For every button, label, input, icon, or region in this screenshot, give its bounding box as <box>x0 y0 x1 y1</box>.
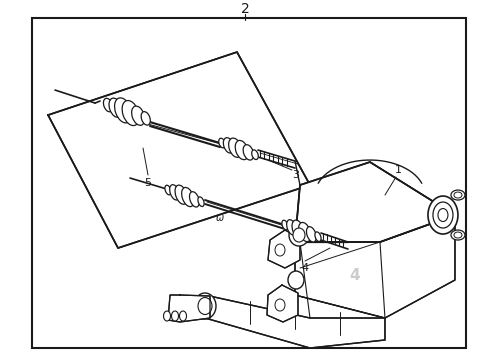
Ellipse shape <box>182 188 194 207</box>
Ellipse shape <box>198 197 204 207</box>
Ellipse shape <box>235 140 248 160</box>
Ellipse shape <box>288 271 304 289</box>
Text: ω: ω <box>216 213 224 223</box>
Ellipse shape <box>282 220 288 230</box>
Ellipse shape <box>275 299 285 311</box>
Ellipse shape <box>219 138 225 148</box>
Ellipse shape <box>428 196 458 234</box>
Polygon shape <box>268 230 300 268</box>
Polygon shape <box>295 162 455 242</box>
Polygon shape <box>267 285 298 322</box>
Ellipse shape <box>438 208 448 221</box>
Ellipse shape <box>223 138 234 153</box>
Text: 4: 4 <box>301 263 309 273</box>
Text: 4: 4 <box>350 267 360 283</box>
Ellipse shape <box>451 230 465 240</box>
Ellipse shape <box>132 106 145 125</box>
Polygon shape <box>168 295 210 322</box>
Ellipse shape <box>115 98 132 123</box>
Ellipse shape <box>172 311 178 321</box>
Ellipse shape <box>165 185 171 195</box>
Text: 5: 5 <box>145 178 151 188</box>
Ellipse shape <box>292 220 304 239</box>
Ellipse shape <box>454 232 462 238</box>
Text: 1: 1 <box>394 165 401 175</box>
Ellipse shape <box>454 192 462 198</box>
Ellipse shape <box>298 222 311 242</box>
Ellipse shape <box>164 311 171 321</box>
Ellipse shape <box>190 192 199 207</box>
Ellipse shape <box>433 202 453 228</box>
Ellipse shape <box>198 297 212 315</box>
Text: 2: 2 <box>241 2 249 16</box>
Ellipse shape <box>315 232 321 242</box>
Ellipse shape <box>243 145 254 160</box>
Text: 3: 3 <box>293 170 299 180</box>
Ellipse shape <box>289 224 309 246</box>
Ellipse shape <box>141 112 150 125</box>
Bar <box>32 18 466 348</box>
Ellipse shape <box>275 244 285 256</box>
Ellipse shape <box>451 190 465 200</box>
Polygon shape <box>295 215 455 318</box>
Ellipse shape <box>170 185 179 200</box>
Polygon shape <box>205 295 385 348</box>
Ellipse shape <box>252 150 258 159</box>
Ellipse shape <box>175 185 187 204</box>
Ellipse shape <box>194 293 216 319</box>
Polygon shape <box>48 52 310 248</box>
Ellipse shape <box>179 311 187 321</box>
Ellipse shape <box>109 98 122 117</box>
Ellipse shape <box>122 100 139 126</box>
Ellipse shape <box>103 98 113 112</box>
Ellipse shape <box>229 138 242 157</box>
Ellipse shape <box>306 227 317 242</box>
Ellipse shape <box>293 228 305 242</box>
Ellipse shape <box>287 220 296 235</box>
